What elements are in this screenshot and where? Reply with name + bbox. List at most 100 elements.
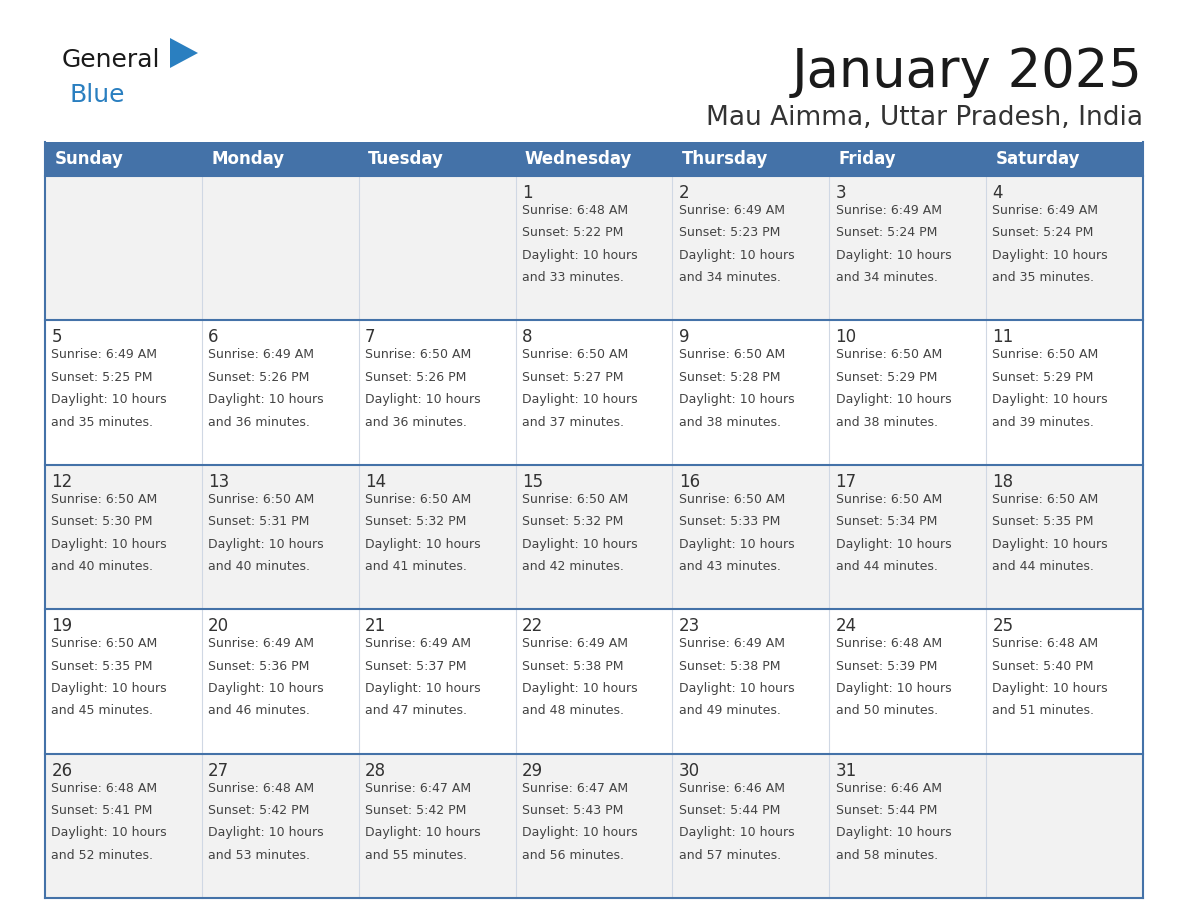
Text: 16: 16: [678, 473, 700, 491]
Text: Sunrise: 6:49 AM: Sunrise: 6:49 AM: [678, 204, 785, 217]
Text: Sunrise: 6:48 AM: Sunrise: 6:48 AM: [208, 781, 315, 795]
Text: Sunset: 5:33 PM: Sunset: 5:33 PM: [678, 515, 781, 528]
Text: Sunrise: 6:50 AM: Sunrise: 6:50 AM: [992, 349, 1099, 362]
Text: Daylight: 10 hours: Daylight: 10 hours: [992, 682, 1108, 695]
Text: Sunrise: 6:49 AM: Sunrise: 6:49 AM: [365, 637, 470, 650]
Text: Friday: Friday: [839, 150, 896, 168]
Text: Sunset: 5:27 PM: Sunset: 5:27 PM: [522, 371, 624, 384]
Text: 9: 9: [678, 329, 689, 346]
Text: 13: 13: [208, 473, 229, 491]
Text: Daylight: 10 hours: Daylight: 10 hours: [208, 682, 324, 695]
Text: and 53 minutes.: and 53 minutes.: [208, 849, 310, 862]
Text: Daylight: 10 hours: Daylight: 10 hours: [678, 393, 795, 406]
Text: Sunset: 5:22 PM: Sunset: 5:22 PM: [522, 227, 624, 240]
Bar: [45, 754, 1143, 898]
Text: and 52 minutes.: and 52 minutes.: [51, 849, 153, 862]
Text: Daylight: 10 hours: Daylight: 10 hours: [992, 538, 1108, 551]
Text: and 42 minutes.: and 42 minutes.: [522, 560, 624, 573]
Text: Daylight: 10 hours: Daylight: 10 hours: [835, 538, 952, 551]
Text: and 55 minutes.: and 55 minutes.: [365, 849, 467, 862]
Bar: [829, 142, 986, 176]
Text: 11: 11: [992, 329, 1013, 346]
Text: and 41 minutes.: and 41 minutes.: [365, 560, 467, 573]
Text: 25: 25: [992, 617, 1013, 635]
Text: and 37 minutes.: and 37 minutes.: [522, 416, 624, 429]
Bar: [359, 142, 516, 176]
Text: Daylight: 10 hours: Daylight: 10 hours: [51, 682, 166, 695]
Text: and 58 minutes.: and 58 minutes.: [835, 849, 937, 862]
Text: 21: 21: [365, 617, 386, 635]
Text: and 40 minutes.: and 40 minutes.: [208, 560, 310, 573]
Text: 24: 24: [835, 617, 857, 635]
Text: 15: 15: [522, 473, 543, 491]
Text: 30: 30: [678, 762, 700, 779]
Text: Sunset: 5:24 PM: Sunset: 5:24 PM: [992, 227, 1094, 240]
Text: and 56 minutes.: and 56 minutes.: [522, 849, 624, 862]
Text: and 38 minutes.: and 38 minutes.: [835, 416, 937, 429]
Text: and 39 minutes.: and 39 minutes.: [992, 416, 1094, 429]
Text: Daylight: 10 hours: Daylight: 10 hours: [522, 826, 638, 839]
Text: Saturday: Saturday: [996, 150, 1080, 168]
Text: and 36 minutes.: and 36 minutes.: [365, 416, 467, 429]
Text: 7: 7: [365, 329, 375, 346]
Text: Daylight: 10 hours: Daylight: 10 hours: [678, 826, 795, 839]
Text: 10: 10: [835, 329, 857, 346]
Text: Sunset: 5:34 PM: Sunset: 5:34 PM: [835, 515, 937, 528]
Text: Sunset: 5:41 PM: Sunset: 5:41 PM: [51, 804, 152, 817]
Text: Sunrise: 6:50 AM: Sunrise: 6:50 AM: [365, 493, 472, 506]
Text: Sunset: 5:42 PM: Sunset: 5:42 PM: [208, 804, 310, 817]
Text: Sunset: 5:31 PM: Sunset: 5:31 PM: [208, 515, 310, 528]
Text: Tuesday: Tuesday: [368, 150, 444, 168]
Bar: [45, 610, 1143, 754]
Text: Sunday: Sunday: [55, 150, 124, 168]
Text: Sunrise: 6:49 AM: Sunrise: 6:49 AM: [835, 204, 942, 217]
Text: and 35 minutes.: and 35 minutes.: [992, 271, 1094, 285]
Text: Sunrise: 6:50 AM: Sunrise: 6:50 AM: [678, 349, 785, 362]
Text: General: General: [62, 48, 160, 72]
Text: 17: 17: [835, 473, 857, 491]
Bar: [45, 465, 1143, 610]
Text: Sunset: 5:38 PM: Sunset: 5:38 PM: [678, 659, 781, 673]
Text: Sunset: 5:26 PM: Sunset: 5:26 PM: [208, 371, 310, 384]
Text: 8: 8: [522, 329, 532, 346]
Text: Sunset: 5:44 PM: Sunset: 5:44 PM: [835, 804, 937, 817]
Text: and 50 minutes.: and 50 minutes.: [835, 704, 937, 717]
Text: 27: 27: [208, 762, 229, 779]
Text: January 2025: January 2025: [792, 46, 1143, 98]
Bar: [45, 142, 202, 176]
Text: Sunset: 5:32 PM: Sunset: 5:32 PM: [365, 515, 467, 528]
Text: Sunset: 5:29 PM: Sunset: 5:29 PM: [835, 371, 937, 384]
Text: Daylight: 10 hours: Daylight: 10 hours: [678, 682, 795, 695]
Text: and 36 minutes.: and 36 minutes.: [208, 416, 310, 429]
Text: Daylight: 10 hours: Daylight: 10 hours: [835, 826, 952, 839]
Text: 19: 19: [51, 617, 72, 635]
Text: Sunset: 5:32 PM: Sunset: 5:32 PM: [522, 515, 624, 528]
Text: Daylight: 10 hours: Daylight: 10 hours: [835, 682, 952, 695]
Text: Thursday: Thursday: [682, 150, 769, 168]
Text: Daylight: 10 hours: Daylight: 10 hours: [365, 826, 481, 839]
Text: and 51 minutes.: and 51 minutes.: [992, 704, 1094, 717]
Text: and 57 minutes.: and 57 minutes.: [678, 849, 781, 862]
Text: Daylight: 10 hours: Daylight: 10 hours: [208, 393, 324, 406]
Text: and 34 minutes.: and 34 minutes.: [835, 271, 937, 285]
Text: Sunrise: 6:49 AM: Sunrise: 6:49 AM: [51, 349, 157, 362]
Text: Sunrise: 6:47 AM: Sunrise: 6:47 AM: [365, 781, 472, 795]
Text: Sunrise: 6:47 AM: Sunrise: 6:47 AM: [522, 781, 628, 795]
Text: Sunrise: 6:50 AM: Sunrise: 6:50 AM: [522, 493, 628, 506]
Text: Mau Aimma, Uttar Pradesh, India: Mau Aimma, Uttar Pradesh, India: [706, 105, 1143, 131]
Text: 5: 5: [51, 329, 62, 346]
Text: Sunrise: 6:50 AM: Sunrise: 6:50 AM: [365, 349, 472, 362]
Text: Sunset: 5:37 PM: Sunset: 5:37 PM: [365, 659, 467, 673]
Polygon shape: [170, 38, 198, 68]
Text: Daylight: 10 hours: Daylight: 10 hours: [522, 249, 638, 262]
Text: Daylight: 10 hours: Daylight: 10 hours: [365, 682, 481, 695]
Bar: [45, 320, 1143, 465]
Text: Sunrise: 6:50 AM: Sunrise: 6:50 AM: [678, 493, 785, 506]
Text: 14: 14: [365, 473, 386, 491]
Text: Daylight: 10 hours: Daylight: 10 hours: [51, 393, 166, 406]
Text: and 35 minutes.: and 35 minutes.: [51, 416, 153, 429]
Text: Sunset: 5:26 PM: Sunset: 5:26 PM: [365, 371, 467, 384]
Text: and 38 minutes.: and 38 minutes.: [678, 416, 781, 429]
Text: Sunrise: 6:49 AM: Sunrise: 6:49 AM: [678, 637, 785, 650]
Text: Sunset: 5:30 PM: Sunset: 5:30 PM: [51, 515, 153, 528]
